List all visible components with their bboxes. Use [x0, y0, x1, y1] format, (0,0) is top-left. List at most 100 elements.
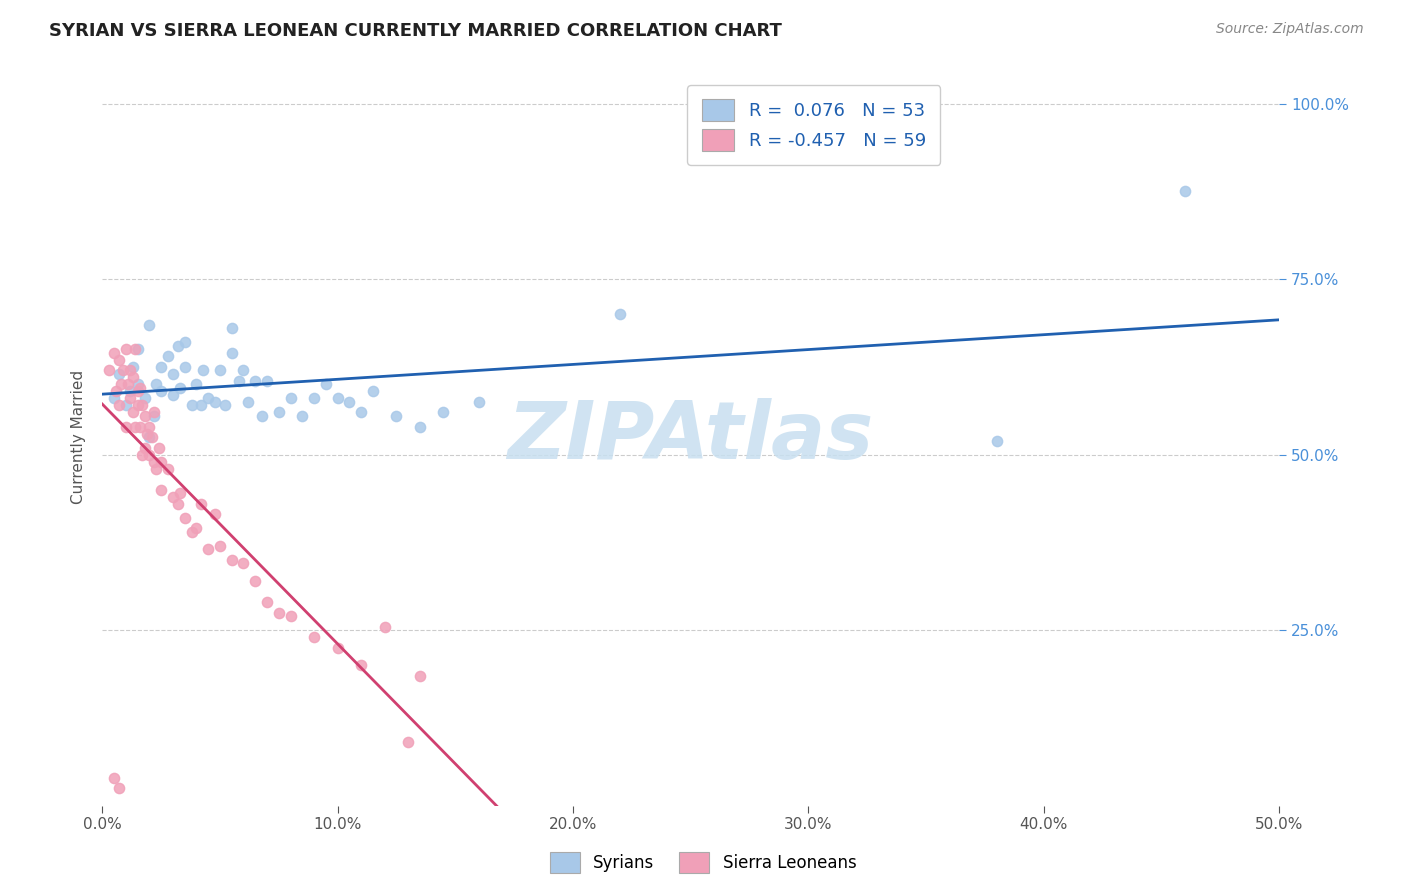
- Point: [103, 392, 125, 406]
- Point: [120, 363, 142, 377]
- Point: [409, 669, 432, 683]
- Point: [107, 367, 129, 381]
- Point: [302, 392, 325, 406]
- Point: [214, 399, 236, 413]
- Point: [409, 419, 432, 434]
- Point: [120, 384, 142, 399]
- Point: [166, 339, 188, 353]
- Point: [107, 780, 129, 795]
- Point: [136, 426, 159, 441]
- Point: [117, 377, 139, 392]
- Point: [232, 363, 254, 377]
- Point: [204, 508, 226, 522]
- Point: [280, 609, 302, 624]
- Point: [121, 359, 143, 374]
- Point: [252, 409, 274, 423]
- Point: [197, 392, 219, 406]
- Point: [374, 619, 396, 633]
- Point: [138, 419, 160, 434]
- Point: [103, 346, 125, 360]
- Point: [256, 595, 278, 609]
- Point: [110, 377, 132, 392]
- Point: [121, 370, 143, 384]
- Point: [148, 441, 170, 455]
- Point: [350, 405, 373, 419]
- Point: [127, 384, 149, 399]
- Point: [143, 405, 166, 419]
- Point: [326, 640, 349, 655]
- Point: [114, 343, 136, 357]
- Y-axis label: Currently Married: Currently Married: [72, 370, 86, 504]
- Point: [127, 399, 149, 413]
- Point: [162, 367, 184, 381]
- Point: [124, 343, 146, 357]
- Text: ZIPAtlas: ZIPAtlas: [508, 398, 873, 476]
- Point: [112, 363, 135, 377]
- Point: [337, 395, 360, 409]
- Point: [396, 735, 419, 749]
- Point: [127, 377, 149, 392]
- Point: [468, 395, 491, 409]
- Point: [166, 497, 188, 511]
- Text: SYRIAN VS SIERRA LEONEAN CURRENTLY MARRIED CORRELATION CHART: SYRIAN VS SIERRA LEONEAN CURRENTLY MARRI…: [49, 22, 782, 40]
- Point: [193, 363, 215, 377]
- Point: [180, 399, 202, 413]
- Point: [186, 521, 208, 535]
- Point: [162, 490, 184, 504]
- Point: [143, 409, 166, 423]
- Legend: R =  0.076   N = 53, R = -0.457   N = 59: R = 0.076 N = 53, R = -0.457 N = 59: [688, 85, 941, 165]
- Point: [432, 405, 454, 419]
- Text: Source: ZipAtlas.com: Source: ZipAtlas.com: [1216, 22, 1364, 37]
- Point: [150, 483, 173, 497]
- Point: [157, 349, 180, 363]
- Point: [138, 318, 160, 332]
- Point: [134, 409, 156, 423]
- Point: [1174, 185, 1197, 199]
- Point: [169, 381, 191, 395]
- Point: [267, 606, 290, 620]
- Point: [105, 384, 128, 399]
- Point: [173, 510, 195, 524]
- Point: [302, 630, 325, 644]
- Point: [236, 395, 259, 409]
- Point: [173, 359, 195, 374]
- Point: [157, 461, 180, 475]
- Point: [245, 574, 267, 588]
- Point: [141, 430, 163, 444]
- Point: [124, 419, 146, 434]
- Point: [131, 448, 153, 462]
- Point: [350, 658, 373, 673]
- Point: [128, 419, 150, 434]
- Point: [114, 419, 136, 434]
- Point: [204, 395, 226, 409]
- Point: [138, 448, 160, 462]
- Point: [128, 381, 150, 395]
- Point: [150, 384, 173, 399]
- Point: [186, 377, 208, 392]
- Point: [145, 377, 167, 392]
- Point: [221, 553, 243, 567]
- Point: [326, 392, 349, 406]
- Point: [208, 539, 231, 553]
- Point: [280, 392, 302, 406]
- Point: [150, 359, 173, 374]
- Point: [134, 441, 156, 455]
- Point: [107, 352, 129, 367]
- Point: [197, 542, 219, 557]
- Point: [180, 524, 202, 539]
- Point: [190, 497, 212, 511]
- Point: [173, 335, 195, 350]
- Point: [208, 363, 231, 377]
- Point: [232, 557, 254, 571]
- Point: [98, 363, 121, 377]
- Point: [150, 455, 173, 469]
- Point: [131, 399, 153, 413]
- Point: [291, 409, 314, 423]
- Point: [221, 346, 243, 360]
- Point: [385, 409, 408, 423]
- Point: [107, 399, 129, 413]
- Point: [121, 405, 143, 419]
- Point: [315, 377, 337, 392]
- Point: [361, 384, 384, 399]
- Point: [143, 455, 166, 469]
